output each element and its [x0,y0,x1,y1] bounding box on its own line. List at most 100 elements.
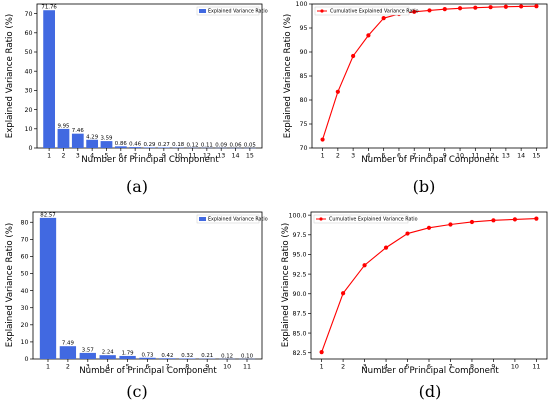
data-point [383,245,389,250]
data-point [366,33,371,38]
data-point [319,350,324,355]
bar-value-label: 7.49 [62,341,75,347]
bar [71,133,84,148]
bar-value-label: 0.11 [201,142,213,148]
bar [129,147,142,148]
legend-label: Explained Variance Ratio [208,217,268,223]
x-tick-label: 12 [203,153,211,160]
y-tick-label: 70 [299,145,307,152]
legend-box [314,6,410,16]
plot-frame [310,211,548,360]
data-point [427,8,432,13]
bar-value-label: 2.24 [102,350,115,356]
legend-box [196,6,260,16]
y-tick-label: 40 [24,68,32,75]
bar-value-label: 3.57 [82,347,94,353]
x-tick-label: 6 [145,364,149,371]
x-axis-label: Number of Principal Component [361,366,499,376]
x-tick-label: 3 [351,153,355,160]
panel-caption: (a) [126,177,148,196]
bar-value-label: 0.86 [115,141,128,147]
data-point [448,222,453,227]
x-tick-label: 4 [366,153,370,160]
bar-value-label: 0.05 [244,142,256,148]
legend-marker [319,217,323,221]
legend-box [313,214,409,224]
x-tick-label: 6 [427,364,431,371]
x-axis-label: Number of Principal Component [361,155,499,165]
plot-frame [311,3,548,149]
x-tick-label: 5 [382,153,386,160]
series-line [321,218,537,353]
data-point [381,16,386,21]
x-axis-label: Number of Principal Component [79,366,217,376]
x-tick-label: 7 [448,364,452,371]
legend-marker [320,9,324,13]
bar-value-label: 82.57 [40,212,55,218]
y-tick-label: 80 [299,97,307,104]
bar [86,139,99,148]
y-tick-label: 10 [24,126,32,133]
x-tick-label: 5 [104,153,108,160]
bar-value-label: 3.59 [100,136,113,142]
y-axis-label: Explained Variance Ratio (%) [5,223,15,347]
data-point [340,291,346,296]
bar [79,352,96,359]
bar [100,141,113,148]
y-tick-label: 85.0 [292,330,306,337]
bar-value-label: 0.10 [241,353,254,359]
x-tick-label: 9 [443,153,447,160]
x-tick-label: 12 [487,153,495,160]
y-tick-label: 10 [20,339,28,346]
x-tick-label: 3 [86,364,90,371]
x-tick-label: 8 [470,364,474,371]
x-tick-label: 6 [119,153,123,160]
data-point [442,7,447,12]
x-tick-label: 15 [532,153,540,160]
legend-swatch [199,217,206,221]
x-tick-label: 1 [47,153,51,160]
x-tick-label: 8 [147,153,151,160]
y-tick-label: 60 [20,254,28,261]
y-tick-label: 60 [24,30,32,37]
bar-value-label: 0.12 [221,353,233,359]
data-point [503,4,508,9]
y-tick-label: 70 [24,11,32,18]
bar [57,128,70,148]
data-point [491,218,496,223]
bar [139,357,156,359]
data-point [335,89,340,94]
panel-caption: (b) [413,177,436,196]
x-tick-label: 2 [336,153,340,160]
y-axis-label: Explained Variance Ratio (%) [5,14,15,138]
bar [159,358,176,359]
data-point [412,9,417,14]
data-point [351,53,356,59]
bar-value-label: 7.46 [72,128,85,134]
data-point [488,5,493,10]
x-tick-label: 4 [90,153,94,160]
data-point [534,4,539,9]
y-tick-label: 95.0 [292,252,306,259]
legend-box [196,214,260,224]
data-point [473,5,478,10]
x-tick-label: 7 [133,153,137,160]
x-tick-label: 13 [502,153,510,160]
x-tick-label: 1 [321,153,325,160]
bar-value-label: 0.32 [181,353,193,359]
bar-value-label: 0.46 [129,142,142,148]
y-tick-label: 50 [20,271,28,278]
x-tick-label: 2 [66,364,70,371]
data-point [534,216,539,221]
x-tick-label: 2 [61,153,65,160]
y-axis-label: Explained Variance Ratio (%) [281,223,291,347]
y-tick-label: 75 [299,121,307,128]
bar [114,146,127,148]
x-tick-label: 10 [511,364,519,371]
x-tick-label: 1 [46,364,50,371]
y-tick-label: 95 [299,25,307,32]
legend-label: Explained Variance Ratio [208,9,268,15]
chart-panel-4: 82.5 85.0 87.5 90.0 92.5 95.0 97.5 100.0 Explain… [281,211,548,401]
